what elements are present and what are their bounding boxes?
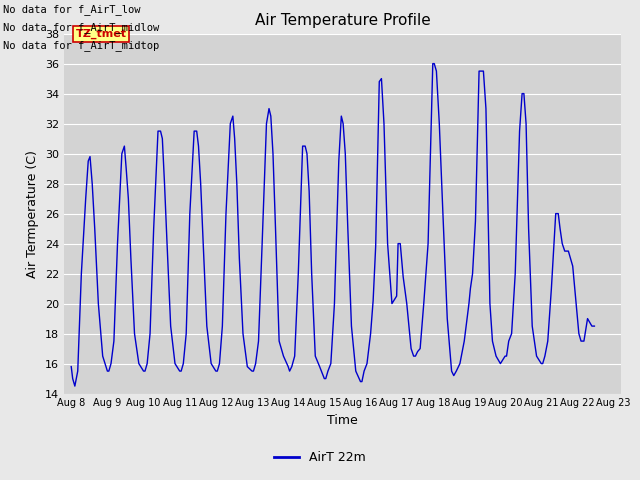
Text: No data for f_AirT_midlow: No data for f_AirT_midlow	[3, 22, 159, 33]
Text: No data for f_AirT_low: No data for f_AirT_low	[3, 4, 141, 15]
Title: Air Temperature Profile: Air Temperature Profile	[255, 13, 430, 28]
Text: TZ_tmet: TZ_tmet	[76, 29, 127, 39]
Y-axis label: Air Termperature (C): Air Termperature (C)	[26, 150, 39, 277]
Text: No data for f_AirT_midtop: No data for f_AirT_midtop	[3, 40, 159, 51]
X-axis label: Time: Time	[327, 414, 358, 427]
Legend: AirT 22m: AirT 22m	[269, 446, 371, 469]
